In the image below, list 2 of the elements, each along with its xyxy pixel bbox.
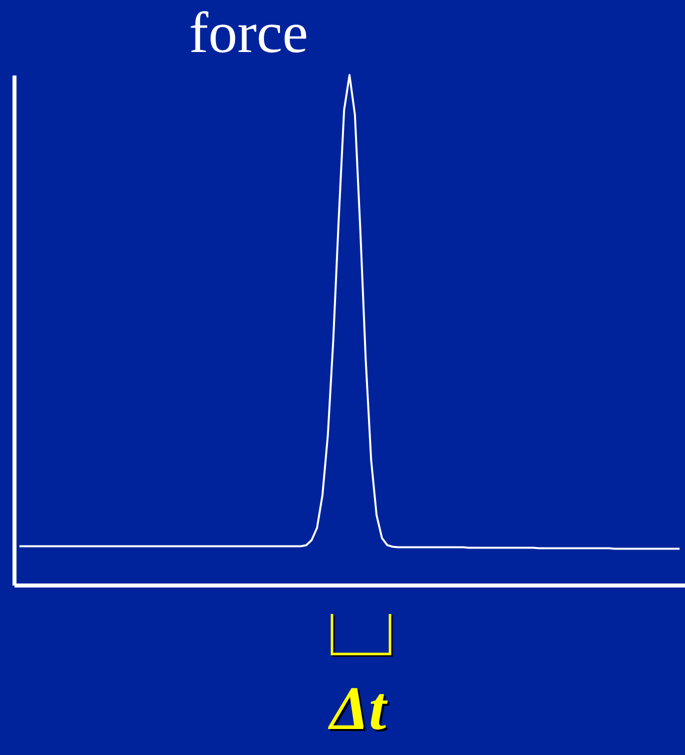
chart-title: force <box>189 0 308 65</box>
text: Δt <box>330 675 386 743</box>
